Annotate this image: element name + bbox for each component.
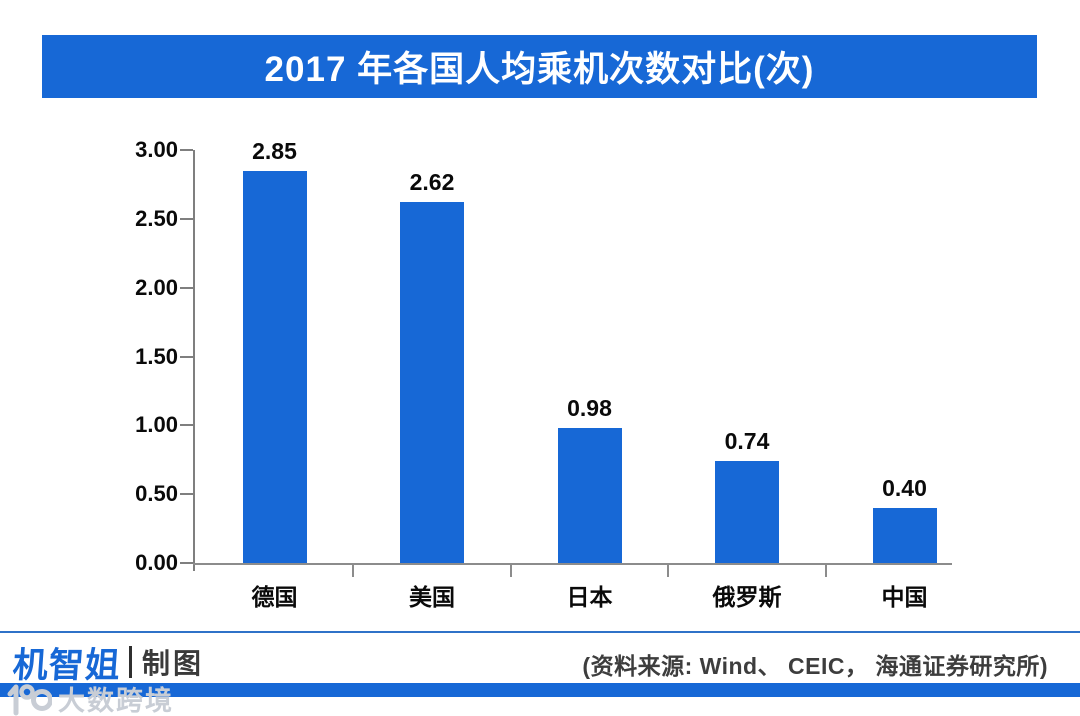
- y-axis-tick: [180, 493, 193, 496]
- y-axis-tick-label: 3.00: [135, 137, 178, 162]
- x-axis-tick: [509, 564, 512, 577]
- y-axis-tick: [180, 149, 193, 151]
- logo-separator-bar: [129, 646, 133, 678]
- y-axis-tick: [180, 562, 193, 564]
- y-axis-tick-label: 2.50: [135, 205, 178, 231]
- y-axis-tick-label: 1.50: [135, 343, 178, 369]
- y-axis-tick-label: 0.50: [135, 481, 178, 507]
- watermark-text: 大数跨境: [58, 686, 174, 716]
- y-axis-tick: [180, 217, 193, 220]
- y-axis-tick-label: 2.00: [135, 274, 178, 300]
- chart-title: 2017 年各国人均乘机次数对比(次): [264, 50, 815, 89]
- x-axis-tick: [667, 564, 670, 577]
- footer-logo: 机智姐 制图: [11, 642, 205, 685]
- chart-title-banner: 2017 年各国人均乘机次数对比(次): [42, 35, 1037, 98]
- y-axis-tick: [180, 286, 193, 289]
- y-axis-tick-label: 0.00: [135, 550, 178, 575]
- bar-value-label: 0.98: [567, 395, 612, 422]
- bar: [872, 507, 937, 563]
- category-label: 德国: [251, 584, 298, 610]
- y-axis-tick-label: 1.00: [135, 412, 178, 438]
- footer-divider-line: [0, 631, 1080, 633]
- logo-suffix-text: 制图: [142, 648, 205, 679]
- x-axis-tick: [824, 564, 827, 577]
- bar: [400, 202, 464, 563]
- x-axis-tick: [352, 564, 355, 577]
- bar-value-label: 2.85: [252, 137, 297, 164]
- bar-value-label: 0.74: [724, 428, 770, 455]
- data-source-note: (资料来源: Wind、 CEIC， 海通证券研究所): [582, 653, 1048, 679]
- category-label: 中国: [881, 584, 928, 610]
- y-axis-tick: [180, 424, 193, 427]
- y-axis-line: [193, 150, 195, 571]
- y-axis-tick: [180, 355, 193, 358]
- x-axis-line: [193, 563, 952, 565]
- bar: [242, 170, 307, 563]
- bar: [715, 461, 779, 563]
- bar-value-label: 0.40: [882, 474, 927, 501]
- bar-value-label: 2.62: [409, 169, 455, 196]
- dashukuajing-logo-icon: [7, 683, 52, 715]
- watermark: 大数跨境: [6, 679, 174, 716]
- category-label: 美国: [409, 584, 455, 610]
- category-label: 俄罗斯: [712, 584, 782, 610]
- footer-accent-bar: [0, 683, 1080, 697]
- bar: [557, 428, 622, 563]
- category-label: 日本: [566, 584, 613, 610]
